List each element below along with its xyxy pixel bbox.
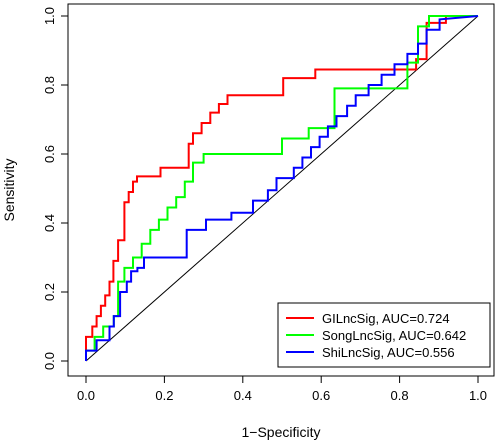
y-tick-label: 0.2 — [42, 283, 57, 301]
legend-label-1: SongLncSig, AUC=0.642 — [322, 328, 466, 343]
y-axis: 0.0 0.2 0.4 0.6 0.8 1.0 — [42, 7, 68, 370]
x-axis-label: 1−Specificity — [242, 424, 321, 440]
legend-label-2: ShiLncSig, AUC=0.556 — [322, 345, 455, 360]
y-tick-label: 0.4 — [42, 214, 57, 232]
y-tick-label: 1.0 — [42, 7, 57, 25]
diagonal-reference-line — [85, 15, 479, 362]
x-tick-label: 0.6 — [312, 388, 330, 403]
series-layer — [85, 15, 479, 361]
x-tick-label: 0.8 — [391, 388, 409, 403]
x-tick-label: 1.0 — [469, 388, 487, 403]
x-tick-label: 0.4 — [234, 388, 252, 403]
y-tick-label: 0.6 — [42, 145, 57, 163]
x-tick-label: 0.0 — [77, 388, 95, 403]
y-tick-label: 0.0 — [42, 352, 57, 370]
legend: GILncSig, AUC=0.724 SongLncSig, AUC=0.642… — [277, 302, 491, 368]
plot-area — [67, 3, 495, 377]
roc-curve-0 — [85, 15, 478, 361]
x-tick-label: 0.2 — [155, 388, 173, 403]
y-axis-label: Sensitivity — [1, 158, 17, 221]
legend-label-0: GILncSig, AUC=0.724 — [322, 311, 450, 326]
y-tick-label: 0.8 — [42, 76, 57, 94]
plot-frame — [67, 3, 495, 377]
x-axis: 0.0 0.2 0.4 0.6 0.8 1.0 — [77, 376, 487, 403]
roc-curve-2 — [85, 15, 479, 361]
